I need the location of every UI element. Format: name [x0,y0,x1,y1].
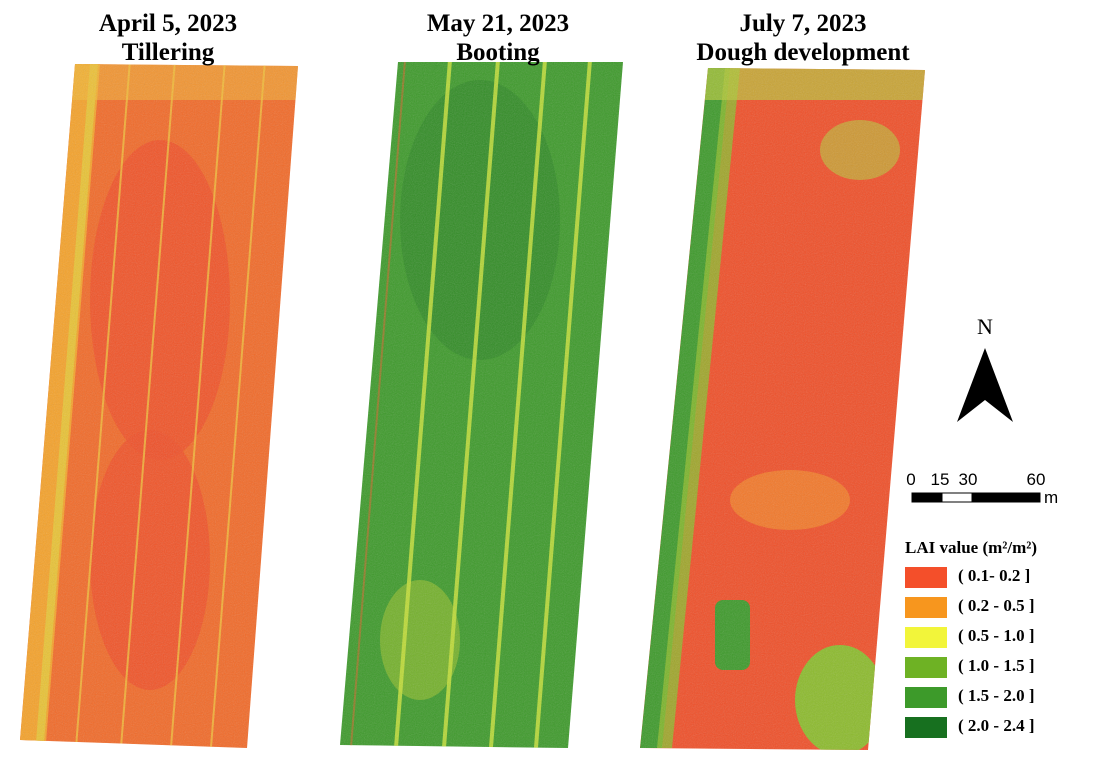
scale-bar: 0 15 30 60m [906,470,1058,507]
map-panel [0,0,310,761]
panel-stage: Tillering [122,39,215,66]
legend-swatch [905,597,947,618]
scale-label: 0 [906,470,915,489]
scale-label: 30 [959,470,978,489]
legend-label: ( 1.5 - 2.0 ] [958,686,1034,705]
figure: April 5, 2023Tillering May 21, 2023Bootin… [0,0,1101,761]
legend-label: ( 0.5 - 1.0 ] [958,626,1034,645]
legend-swatch [905,687,947,708]
panel-date: May 21, 2023 [427,10,569,37]
map-panel [330,0,630,761]
panel-stage: Dough development [696,39,910,66]
north-label: N [977,314,993,339]
panel-stage: Booting [456,39,540,66]
legend-label: ( 1.0 - 1.5 ] [958,656,1034,675]
scale-label: 60 [1027,470,1046,489]
legend-swatch [905,567,947,588]
legend-label: ( 2.0 - 2.4 ] [958,716,1034,735]
scale-unit: m [1044,488,1058,507]
north-arrow [957,348,1013,422]
legend-swatch [905,717,947,738]
scale-label: 15 [931,470,950,489]
legend-label: ( 0.2 - 0.5 ] [958,596,1034,615]
panel-date: July 7, 2023 [739,10,866,37]
legend-title: LAI value (m²/m²) [905,538,1037,557]
legend-label: ( 0.1- 0.2 ] [958,566,1030,585]
panel-date: April 5, 2023 [99,10,237,37]
legend: ( 0.1- 0.2 ] ( 0.2 - 0.5 ] ( 0.5 - 1.0 ] ( … [905,566,1034,738]
map-panel [630,0,930,761]
legend-swatch [905,657,947,678]
legend-swatch [905,627,947,648]
